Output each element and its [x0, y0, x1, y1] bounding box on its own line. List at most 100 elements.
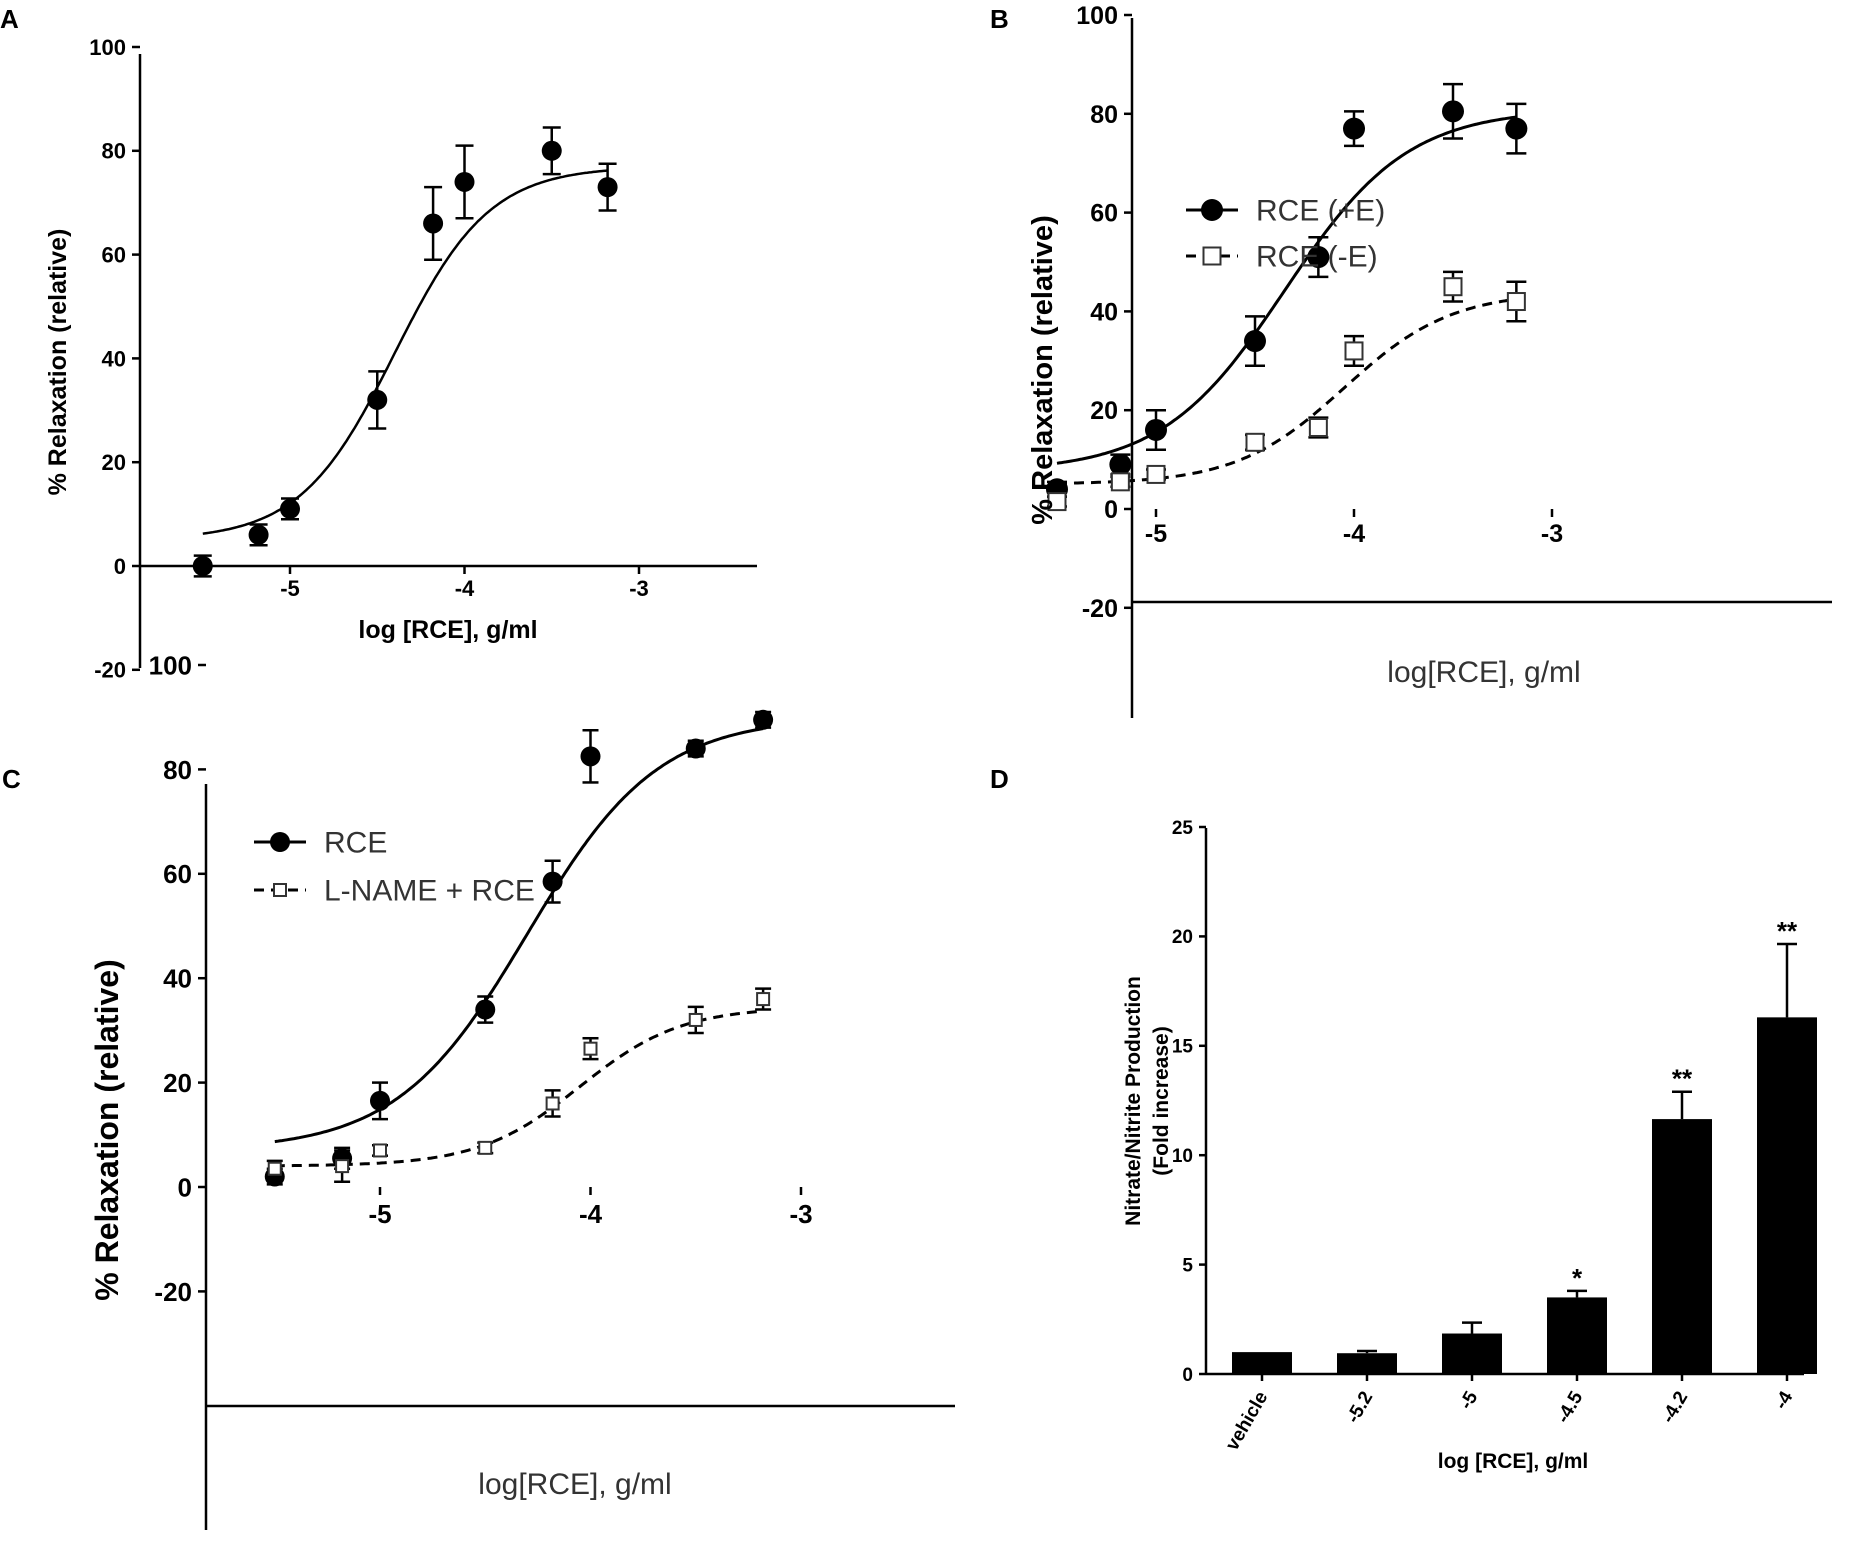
panel-c-x-tick-label: -5 [368, 1199, 391, 1229]
panel-d-significance-marker: ** [1672, 1064, 1693, 1094]
panel-b-point-0 [1244, 330, 1266, 353]
panel-a-x-tick-label: -3 [629, 576, 649, 601]
panel-c-y-tick-label: 80 [163, 755, 192, 785]
panel-b-point-0 [1442, 100, 1464, 123]
panel-b-point-1 [1110, 472, 1130, 492]
panel-c-x-axis-label: log[RCE], g/ml [478, 1468, 671, 1501]
panel-c-y-tick-label: 20 [163, 1068, 192, 1098]
panel-b: B -20 0 20 40 60 80 100 -5 -4 -3 RCE (+E) RCE (-E… [990, 2, 1832, 718]
panel-c-y-tick-label: -20 [154, 1277, 192, 1307]
panel-b-y-tick-label: 40 [1090, 298, 1118, 326]
panel-a-point-0 [248, 524, 269, 545]
panel-c-fit-curves [274, 727, 764, 1168]
panel-a: A -20 0 20 40 60 80 100 -5 -4 -3 log [RCE], g/ml… [0, 4, 757, 683]
panel-d-y-axis-label-2: (Fold increase) [1150, 1026, 1173, 1175]
panel-d-y-tick-label: 20 [1172, 927, 1193, 948]
panel-d-x-axis-label: log [RCE], g/ml [1438, 1450, 1589, 1473]
panel-c-legend-marker-1 [273, 883, 287, 897]
panel-d-x-tick-label: -4 [1771, 1388, 1798, 1414]
panel-a-point-0 [454, 171, 475, 192]
panel-a-y-tick-label: 20 [102, 450, 126, 475]
panel-d-label: D [990, 764, 1009, 794]
panel-b-fit-0 [1056, 115, 1517, 465]
panel-a-y-tick-label: 40 [102, 346, 126, 371]
panel-c-point-1 [583, 1041, 598, 1056]
panel-d-y-ticks: 0 5 10 15 20 25 [1172, 818, 1206, 1386]
panel-b-point-0 [1307, 246, 1330, 269]
panel-b-point-1 [1506, 292, 1526, 312]
panel-a-points [192, 140, 618, 576]
panel-c-point-0 [685, 738, 706, 759]
panel-c-x-ticks: -5 -4 -3 [368, 1187, 813, 1229]
panel-b-x-axis-label: log[RCE], g/ml [1387, 656, 1580, 689]
panel-b-x-tick-label: -3 [1541, 520, 1563, 548]
panel-a-y-tick-label: 80 [102, 139, 126, 164]
panel-c-point-1 [267, 1161, 282, 1176]
panel-d-x-ticks: vehicle-5.2-5-4.5-4.2-4-3.5 [1222, 1374, 1798, 1454]
panel-c-point-1 [335, 1159, 350, 1174]
panel-d-x-tick-label: -5 [1456, 1388, 1483, 1414]
panel-c-point-0 [580, 746, 601, 767]
panel-d-bar [1442, 1333, 1502, 1374]
panel-a-x-tick-label: -5 [280, 576, 300, 601]
panel-a-point-0 [541, 140, 562, 161]
panel-a-label: A [0, 4, 19, 34]
panel-c-y-tick-label: 100 [149, 650, 192, 680]
panel-b-fit-curves [1056, 115, 1517, 485]
panel-a-point-0 [423, 213, 444, 234]
panel-a-y-axis-label: % Relaxation (relative) [44, 229, 72, 496]
panel-b-fit-1 [1056, 297, 1517, 485]
panel-b-y-tick-label: 60 [1090, 200, 1118, 228]
panel-c-points [264, 709, 774, 1187]
panel-c-fit-1 [274, 1009, 764, 1168]
panel-b-point-1 [1308, 417, 1328, 437]
panel-c-y-tick-label: 40 [163, 964, 192, 994]
panel-d-x-tick-label: -4.5 [1553, 1388, 1588, 1427]
panel-c: C -20 0 20 40 60 80 100 -5 -4 -3 RCE L-NAME + RCE… [2, 650, 955, 1530]
panel-d-bar [1337, 1353, 1397, 1374]
panel-d-bar [1232, 1352, 1292, 1374]
panel-b-legend: RCE (+E) RCE (-E) [1186, 195, 1385, 274]
panel-c-y-ticks: -20 0 20 40 60 80 100 [149, 650, 206, 1307]
panel-d-bar [1757, 1017, 1817, 1374]
panel-c-x-tick-label: -4 [579, 1199, 603, 1229]
panel-c-point-0 [542, 871, 563, 892]
panel-a-point-0 [367, 389, 388, 410]
panel-d-bar [1547, 1297, 1607, 1374]
panel-a-x-axis-label: log [RCE], g/ml [358, 616, 537, 644]
panel-b-point-0 [1145, 418, 1167, 441]
panel-c-point-1 [688, 1012, 703, 1027]
panel-d-y-tick-label: 0 [1182, 1365, 1193, 1386]
panel-b-legend-marker-0 [1201, 199, 1223, 221]
panel-a-x-tick-label: -4 [455, 576, 475, 601]
panel-b-x-tick-label: -5 [1145, 520, 1167, 548]
panel-b-y-axis-label: % Relaxation (relative) [1027, 215, 1059, 524]
panel-b-label: B [990, 4, 1009, 34]
panel-c-point-0 [475, 999, 496, 1020]
panel-c-label: C [2, 764, 21, 794]
panel-b-point-0 [1109, 453, 1132, 476]
panel-d-y-axis-label: Nitrate/Nitrite Production [1122, 976, 1145, 1226]
panel-c-fit-0 [274, 727, 764, 1144]
panel-a-y-tick-label: 60 [102, 243, 126, 268]
panel-b-point-1 [1047, 492, 1067, 512]
panel-a-y-tick-label: -20 [94, 658, 126, 683]
panel-c-point-1 [545, 1096, 560, 1111]
panel-d-significance-marker: ** [1777, 916, 1798, 946]
panel-c-legend-marker-0 [270, 832, 290, 852]
panel-b-point-0 [1505, 117, 1528, 140]
panel-d-bar [1652, 1119, 1712, 1374]
panel-a-y-ticks: -20 0 20 40 60 80 100 [89, 35, 140, 683]
panel-d-y-tick-label: 5 [1182, 1255, 1193, 1276]
panel-c-y-tick-label: 0 [178, 1172, 192, 1202]
panel-c-point-0 [753, 709, 774, 730]
panel-a-error-bars [193, 126, 617, 578]
panel-b-y-ticks: -20 0 20 40 60 80 100 [1076, 2, 1132, 623]
panel-b-x-tick-label: -4 [1343, 520, 1365, 548]
panel-a-y-tick-label: 100 [89, 35, 126, 60]
panel-d-y-tick-label: 10 [1172, 1146, 1193, 1167]
panel-b-point-0 [1343, 117, 1365, 140]
panel-d-bars: ******* [1232, 916, 1817, 1374]
panel-a-point-0 [192, 556, 213, 576]
